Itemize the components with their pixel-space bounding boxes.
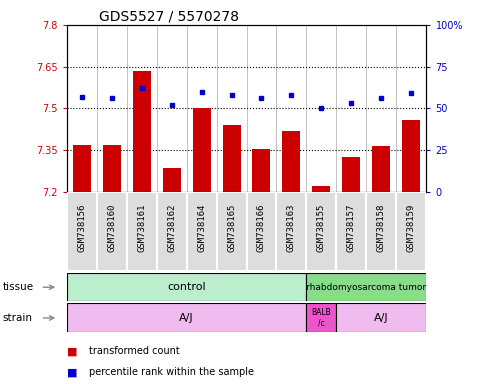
FancyBboxPatch shape xyxy=(366,192,396,271)
FancyBboxPatch shape xyxy=(246,192,277,271)
FancyBboxPatch shape xyxy=(127,192,157,271)
Bar xyxy=(192,108,211,192)
Text: GSM738155: GSM738155 xyxy=(317,204,326,252)
Text: GSM738160: GSM738160 xyxy=(107,204,116,252)
Text: rhabdomyosarcoma tumor: rhabdomyosarcoma tumor xyxy=(307,283,426,291)
FancyBboxPatch shape xyxy=(307,303,336,332)
FancyBboxPatch shape xyxy=(277,192,307,271)
Bar xyxy=(133,71,150,192)
Bar xyxy=(313,186,330,192)
Text: GDS5527 / 5570278: GDS5527 / 5570278 xyxy=(99,10,239,23)
FancyBboxPatch shape xyxy=(216,192,246,271)
FancyBboxPatch shape xyxy=(67,273,307,301)
FancyBboxPatch shape xyxy=(307,192,336,271)
FancyBboxPatch shape xyxy=(396,192,426,271)
FancyBboxPatch shape xyxy=(67,192,97,271)
FancyBboxPatch shape xyxy=(336,192,366,271)
Text: BALB
/c: BALB /c xyxy=(312,308,331,327)
Text: GSM738166: GSM738166 xyxy=(257,204,266,252)
Bar xyxy=(72,145,91,192)
FancyBboxPatch shape xyxy=(67,303,307,332)
Text: tissue: tissue xyxy=(2,282,34,292)
Text: A/J: A/J xyxy=(179,313,194,323)
FancyBboxPatch shape xyxy=(97,192,127,271)
Bar xyxy=(252,149,271,192)
Bar xyxy=(373,146,390,192)
Text: ■: ■ xyxy=(67,346,77,356)
Text: control: control xyxy=(167,282,206,292)
Text: A/J: A/J xyxy=(374,313,389,323)
Text: GSM738159: GSM738159 xyxy=(407,204,416,252)
Text: percentile rank within the sample: percentile rank within the sample xyxy=(89,367,254,377)
Bar xyxy=(222,125,241,192)
Text: GSM738156: GSM738156 xyxy=(77,204,86,252)
Text: strain: strain xyxy=(2,313,33,323)
FancyBboxPatch shape xyxy=(307,273,426,301)
FancyBboxPatch shape xyxy=(186,192,216,271)
Text: GSM738162: GSM738162 xyxy=(167,204,176,252)
Text: GSM738158: GSM738158 xyxy=(377,204,386,252)
Text: GSM738164: GSM738164 xyxy=(197,204,206,252)
Bar xyxy=(282,131,301,192)
Text: GSM738163: GSM738163 xyxy=(287,204,296,252)
Bar xyxy=(402,119,421,192)
FancyBboxPatch shape xyxy=(157,192,186,271)
Text: ■: ■ xyxy=(67,367,77,377)
Bar xyxy=(163,168,180,192)
Bar xyxy=(103,145,120,192)
Text: GSM738157: GSM738157 xyxy=(347,204,356,252)
Text: GSM738161: GSM738161 xyxy=(137,204,146,252)
Text: transformed count: transformed count xyxy=(89,346,179,356)
FancyBboxPatch shape xyxy=(336,303,426,332)
Bar xyxy=(343,157,360,192)
Text: GSM738165: GSM738165 xyxy=(227,204,236,252)
